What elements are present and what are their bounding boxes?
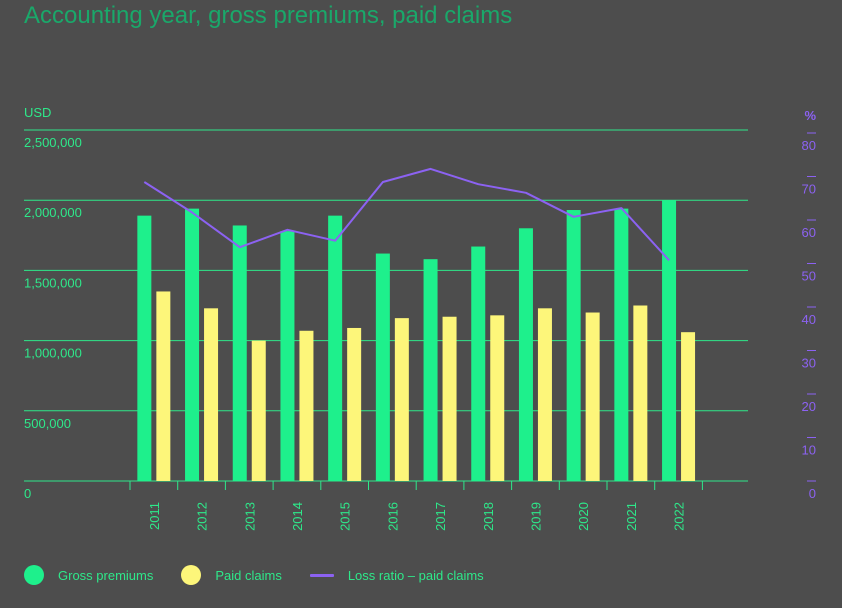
paid-claims-bar	[251, 340, 266, 481]
chart-title: Accounting year, gross premiums, paid cl…	[24, 2, 513, 29]
x-axis-tick-label: 2020	[576, 502, 591, 531]
gross-premiums-bar	[328, 215, 343, 482]
left-axis-tick-label: 2,500,000	[24, 135, 82, 150]
x-axis-tick-label: 2016	[385, 502, 400, 531]
gross-premiums-swatch	[24, 565, 44, 585]
legend-label-paid-claims: Paid claims	[215, 567, 282, 583]
gross-premiums-bar	[375, 253, 390, 481]
x-axis-tick-label: 2021	[624, 502, 639, 531]
x-axis-tick-label: 2011	[147, 502, 162, 530]
axes: 0 500,000 1,000,000 1,500,000 2,000,000 2,500…	[24, 105, 816, 531]
gross-premiums-bar	[614, 208, 629, 481]
loss-ratio-line-layer	[143, 167, 670, 261]
paid-claims-bar	[394, 318, 409, 481]
bars	[137, 200, 696, 482]
gross-premiums-bar	[137, 215, 152, 482]
paid-claims-bar	[156, 291, 171, 481]
right-axis-tick-label: 60	[802, 225, 816, 240]
paid-claims-bar	[681, 332, 696, 481]
paid-claims-bar	[299, 330, 314, 481]
x-axis-tick-label: 2012	[195, 502, 210, 531]
left-axis-tick-label: 2,000,000	[24, 205, 82, 220]
gross-premiums-bar	[518, 228, 533, 481]
x-axis-tick-label: 2017	[433, 502, 448, 531]
legend: Gross premiums Paid claims Loss ratio – …	[24, 565, 512, 585]
paid-claims-bar	[347, 327, 362, 481]
x-axis-tick-label: 2019	[528, 502, 543, 531]
left-axis-tick-label: 500,000	[24, 416, 71, 431]
legend-item-gross-premiums: Gross premiums	[24, 565, 153, 585]
legend-item-loss-ratio: Loss ratio – paid claims	[309, 567, 484, 583]
gross-premiums-bar	[185, 208, 200, 481]
left-axis-tick-label: 1,500,000	[24, 275, 82, 290]
x-axis-tick-label: 2014	[290, 502, 305, 531]
right-axis-tick-label: 50	[802, 269, 816, 284]
loss-ratio-line	[143, 167, 670, 261]
right-axis-tick-label: 10	[802, 443, 816, 458]
right-axis-tick-label: 0	[809, 486, 816, 501]
x-axis-tick-label: 2013	[242, 502, 257, 531]
gross-premiums-bar	[280, 231, 295, 481]
x-axis-tick-label: 2015	[338, 502, 353, 531]
paid-claims-bar	[204, 308, 219, 481]
right-axis-tick-label: 40	[802, 312, 816, 327]
legend-label-loss-ratio: Loss ratio – paid claims	[347, 567, 484, 583]
x-axis-tick-label: 2022	[672, 502, 687, 531]
right-axis-tick-label: 20	[802, 399, 816, 414]
right-axis-tick-label: 70	[802, 182, 816, 197]
left-axis-tick-label: 0	[24, 486, 31, 501]
paid-claims-swatch	[181, 565, 202, 585]
right-axis-unit-label: %	[804, 108, 816, 123]
paid-claims-bar	[585, 312, 600, 481]
x-axis-tick-label: 2018	[481, 502, 496, 531]
gross-premiums-bar	[471, 246, 486, 481]
gross-premiums-bar	[423, 259, 438, 481]
left-axis-unit-label: USD	[24, 105, 51, 120]
paid-claims-bar	[490, 315, 505, 481]
paid-claims-bar	[442, 316, 457, 481]
left-axis-tick-label: 1,000,000	[24, 346, 82, 361]
gross-premiums-bar	[662, 200, 677, 481]
legend-item-paid-claims: Paid claims	[181, 565, 282, 585]
paid-claims-bar	[633, 305, 648, 481]
gross-premiums-bar	[232, 225, 247, 481]
legend-label-gross-premiums: Gross premiums	[58, 567, 154, 583]
gross-premiums-bar	[566, 210, 581, 481]
right-axis-tick-label: 80	[802, 138, 816, 153]
loss-ratio-swatch	[309, 573, 334, 577]
paid-claims-bar	[537, 308, 552, 481]
right-axis-tick-label: 30	[802, 356, 816, 371]
